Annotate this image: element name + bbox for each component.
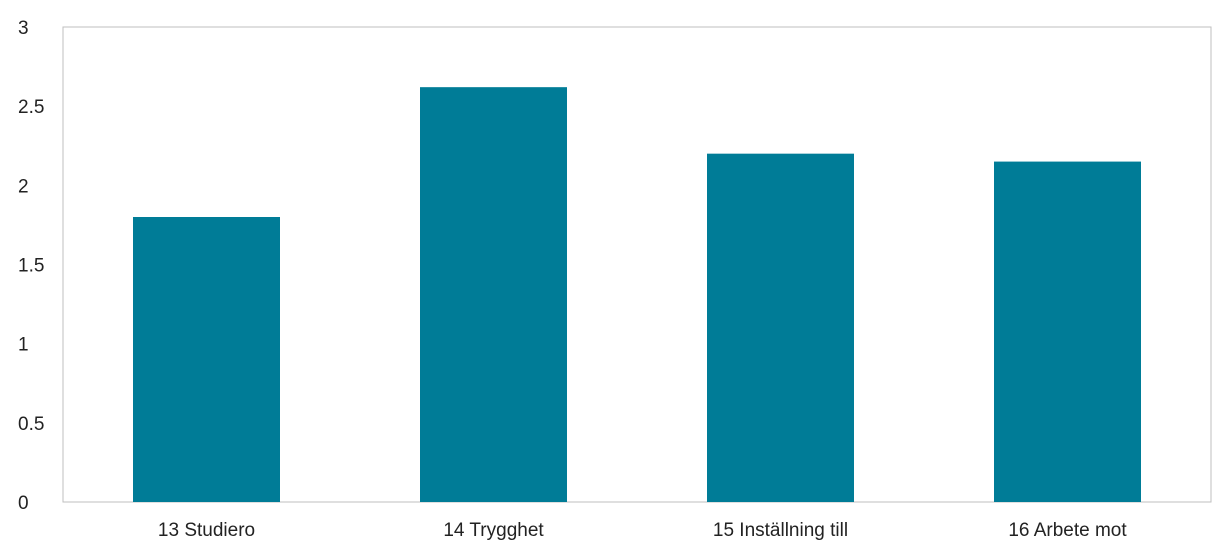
y-tick-label: 0 — [18, 493, 29, 514]
bar — [707, 153, 854, 502]
y-tick-label: 0.5 — [18, 414, 44, 435]
y-tick-label: 1.5 — [18, 256, 44, 277]
bar — [420, 87, 567, 503]
x-axis-ticks: 13 Studiero 14 Trygghet 15 Inställning til… — [158, 520, 1127, 541]
bar — [994, 161, 1141, 503]
y-tick-label: 2.5 — [18, 97, 44, 118]
y-tick-label: 2 — [18, 176, 29, 197]
y-axis-ticks: 0 0.5 1 1.5 2 2.5 3 — [18, 18, 44, 514]
x-tick-label: 15 Inställning till — [713, 520, 848, 541]
bar — [133, 217, 280, 502]
y-tick-label: 3 — [18, 18, 29, 39]
plot-area-border — [62, 26, 1212, 503]
y-tick-label: 1 — [18, 335, 29, 356]
plot-frame — [62, 26, 1212, 503]
bars — [133, 87, 1141, 503]
x-tick-label: 13 Studiero — [158, 520, 255, 541]
x-tick-label: 16 Arbete mot — [1008, 520, 1127, 541]
x-tick-label: 14 Trygghet — [443, 520, 544, 541]
